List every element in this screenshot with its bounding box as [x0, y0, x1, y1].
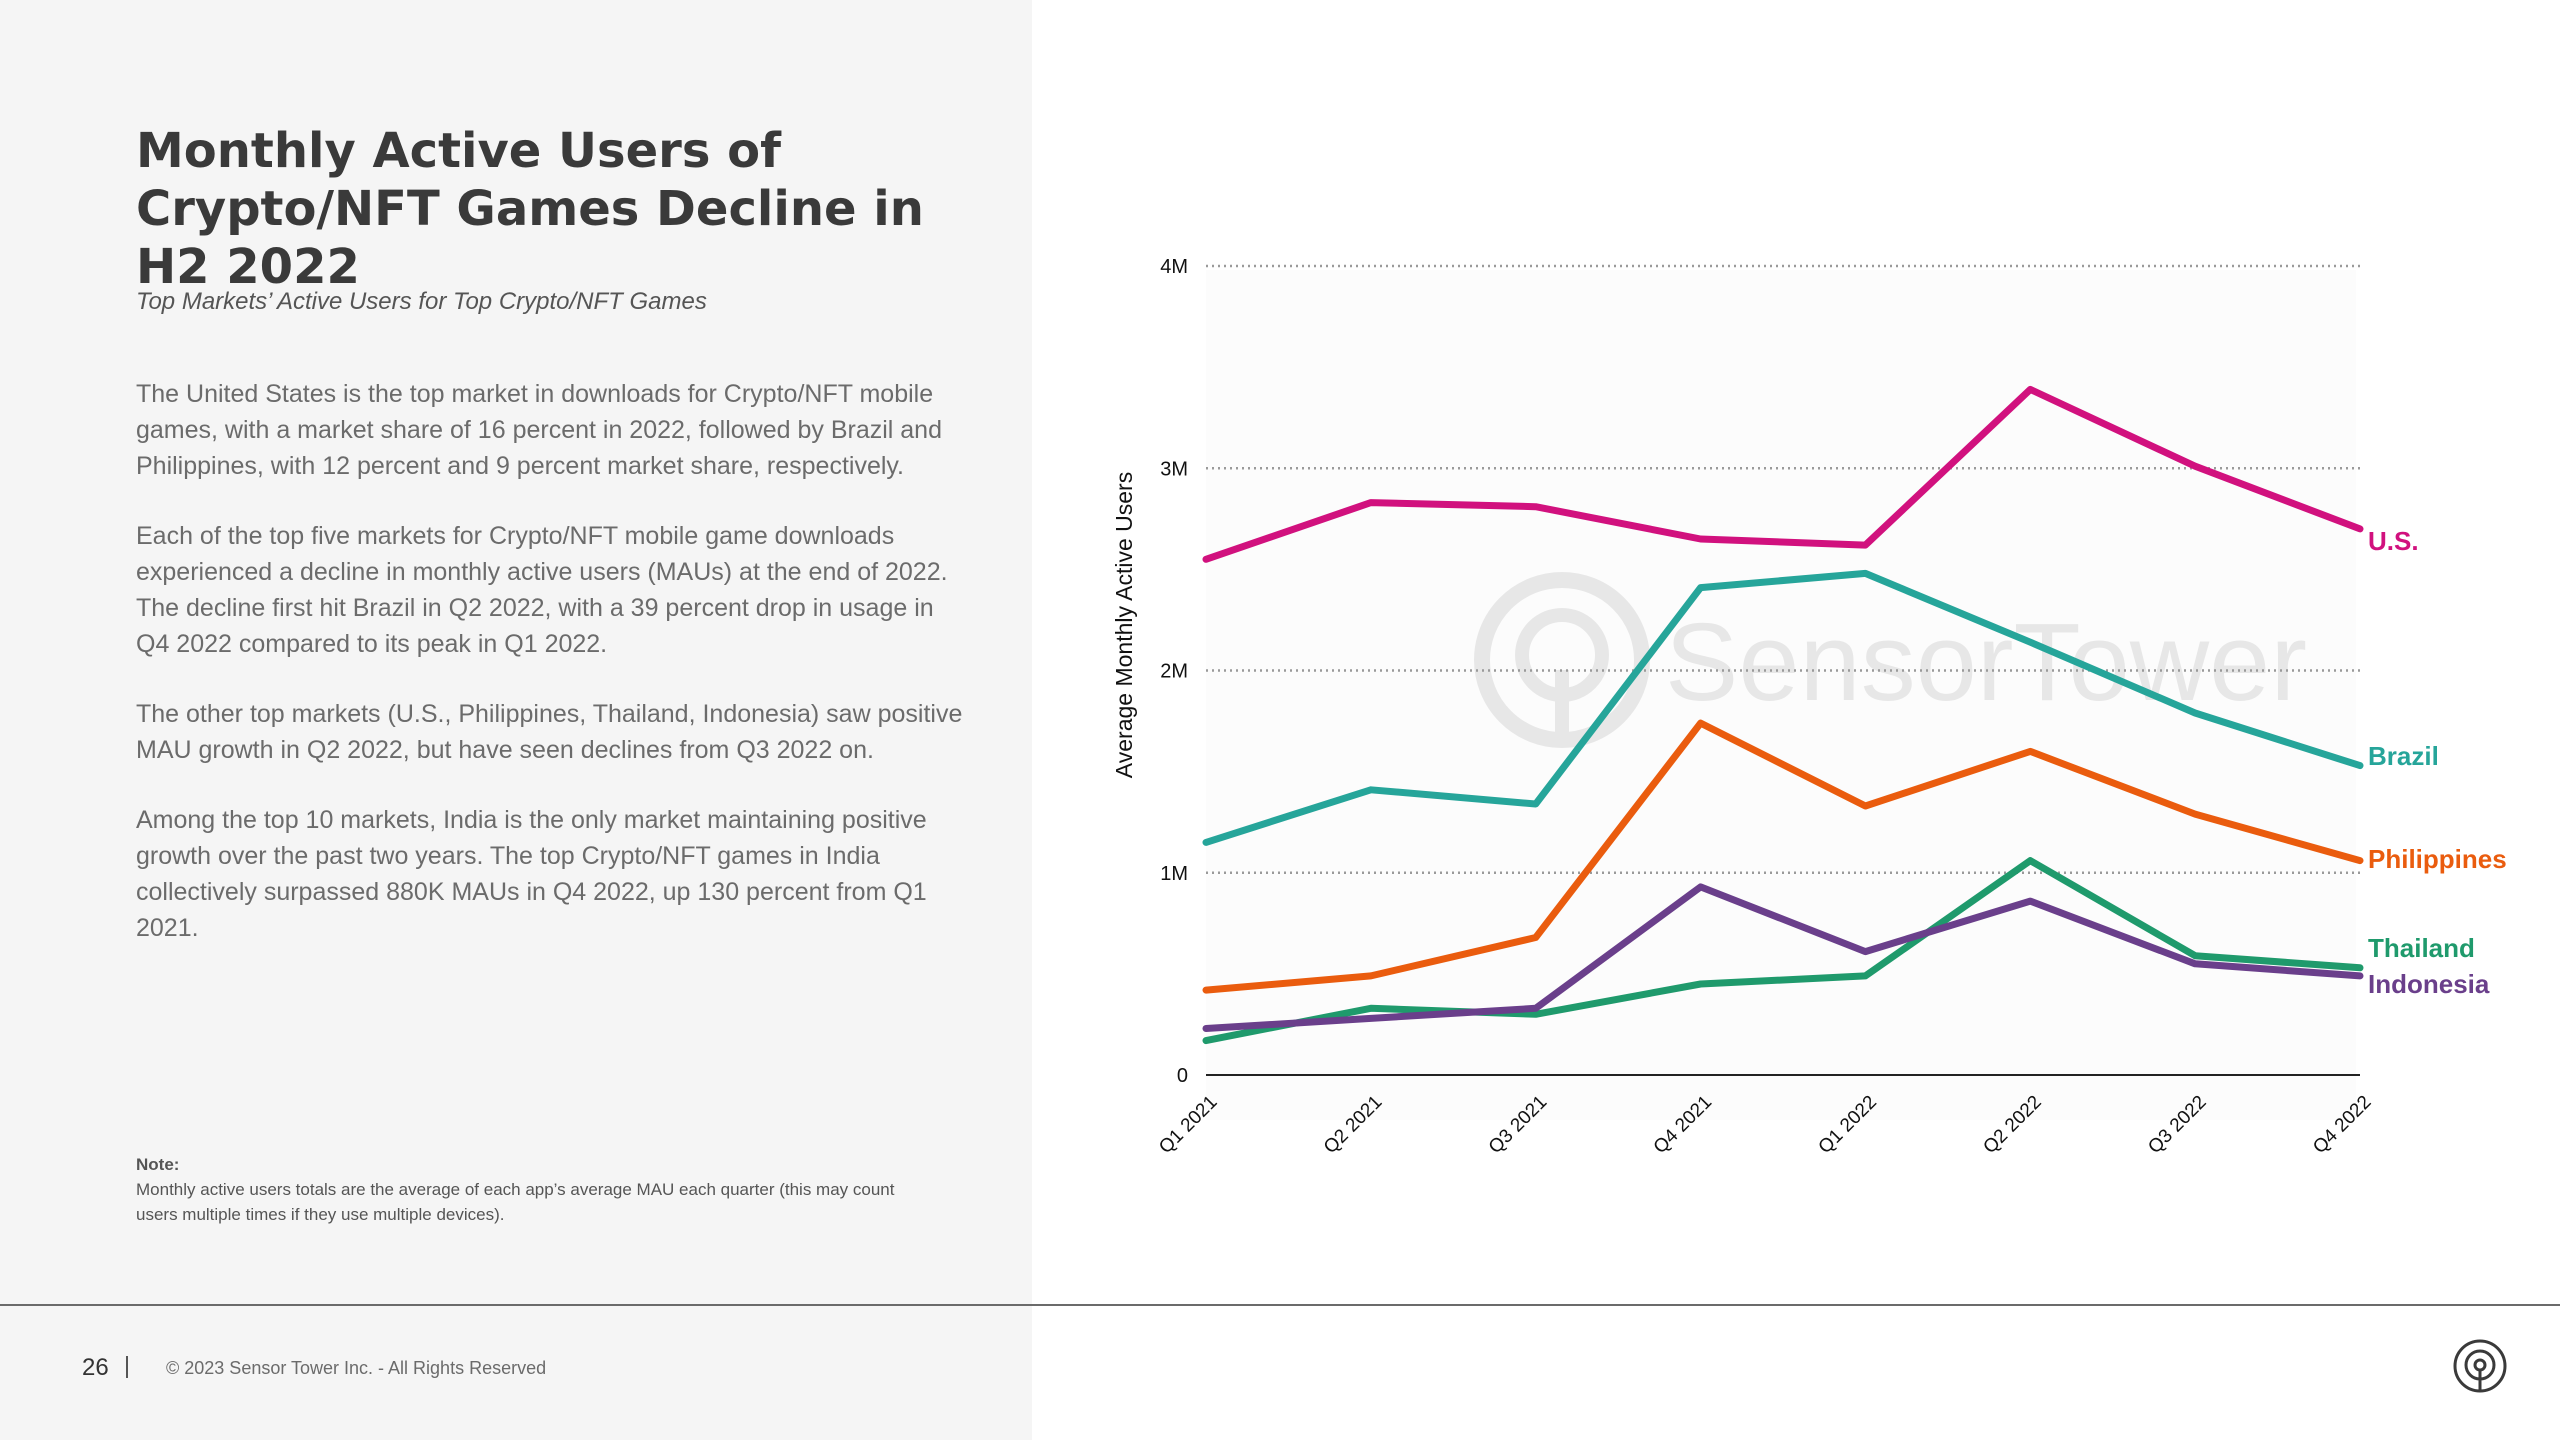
series-label: Brazil: [2368, 741, 2439, 771]
page-title: Monthly Active Users of Crypto/NFT Games…: [136, 123, 924, 295]
paragraph: The United States is the top market in d…: [136, 380, 942, 480]
y-tick-label: 1M: [1160, 863, 1188, 885]
series-label: Philippines: [2368, 844, 2507, 874]
series-line-indonesia: [1202, 883, 2364, 1032]
copyright: © 2023 Sensor Tower Inc. - All Rights Re…: [166, 1358, 547, 1378]
y-tick-label: 2M: [1160, 661, 1188, 683]
page-number: 26: [82, 1354, 109, 1381]
chart-subtitle: Top Markets’ Active Users for Top Crypto…: [136, 288, 707, 315]
footer-separator: [126, 1356, 128, 1378]
series-line-us: [1202, 385, 2364, 563]
body-text: The United States is the top market in d…: [136, 376, 966, 980]
series-label: Indonesia: [2368, 969, 2490, 999]
paragraph: The other top markets (U.S., Philippines…: [136, 700, 963, 764]
y-axis-ticks: 0 1M 2M 3M 4M: [1160, 256, 1188, 1087]
y-tick-label: 3M: [1160, 458, 1188, 480]
series-line-thailand: [1202, 857, 2364, 1045]
note-label: Note:: [136, 1155, 180, 1174]
sensor-tower-logo-icon: [2453, 1339, 2507, 1393]
footer-divider: [0, 1304, 2560, 1306]
watermark-text: SensorTower: [1665, 601, 2307, 724]
note: Note: Monthly active users totals are th…: [136, 1152, 936, 1227]
note-text: Monthly active users totals are the aver…: [136, 1180, 895, 1224]
series-line-philippines: [1202, 719, 2364, 994]
gridlines: [1206, 264, 2360, 874]
paragraph: Each of the top five markets for Crypto/…: [136, 522, 948, 658]
series-labels: U.S. Brazil Philippines Thailand Indonesia: [2368, 526, 2507, 999]
series-label: Thailand: [2368, 933, 2475, 963]
x-tick-label: Q1 2021: [1155, 1092, 1221, 1158]
left-panel: [0, 0, 1032, 1440]
y-tick-label: 4M: [1160, 256, 1188, 278]
y-axis-label: Average Monthly Active Users: [1111, 472, 1137, 778]
y-tick-label: 0: [1177, 1065, 1188, 1087]
paragraph: Among the top 10 markets, India is the o…: [136, 806, 927, 942]
series-line-brazil: [1202, 569, 2364, 846]
series-lines: [1202, 385, 2364, 1045]
series-label: U.S.: [2368, 526, 2419, 556]
